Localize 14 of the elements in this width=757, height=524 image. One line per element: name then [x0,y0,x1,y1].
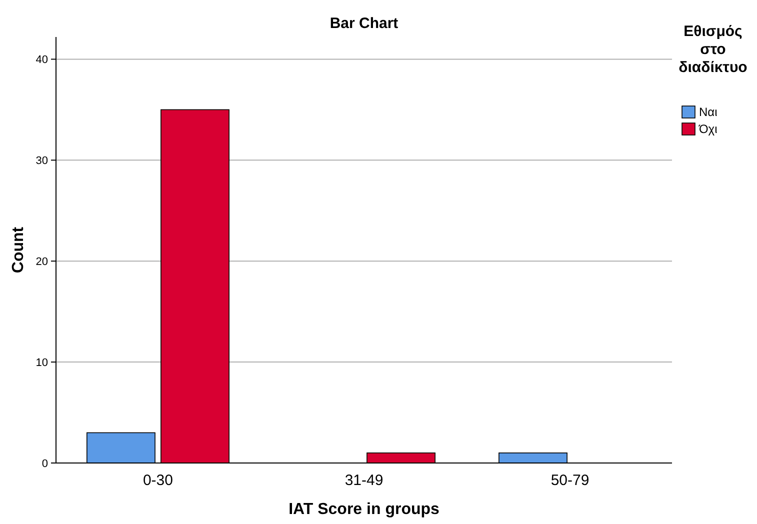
chart-title: Bar Chart [330,15,398,32]
y-tick-label: 20 [36,256,48,268]
y-tick-label: 10 [36,356,48,369]
y-tick-label: 0 [42,458,48,470]
y-tick-label: 40 [36,54,48,66]
legend-title: Εθισμός στο διαδίκτυο [678,23,748,76]
x-tick-label: 31-49 [344,472,384,489]
x-axis-title: IAT Score in groups [288,501,440,518]
y-axis-title: Count [10,226,27,274]
x-tick-label: 0-30 [142,472,173,489]
legend-label: Όχι [698,122,718,136]
y-tick-label: 30 [36,155,48,168]
x-tick-label: 50-79 [550,472,590,489]
legend-label: Ναι [699,105,718,120]
